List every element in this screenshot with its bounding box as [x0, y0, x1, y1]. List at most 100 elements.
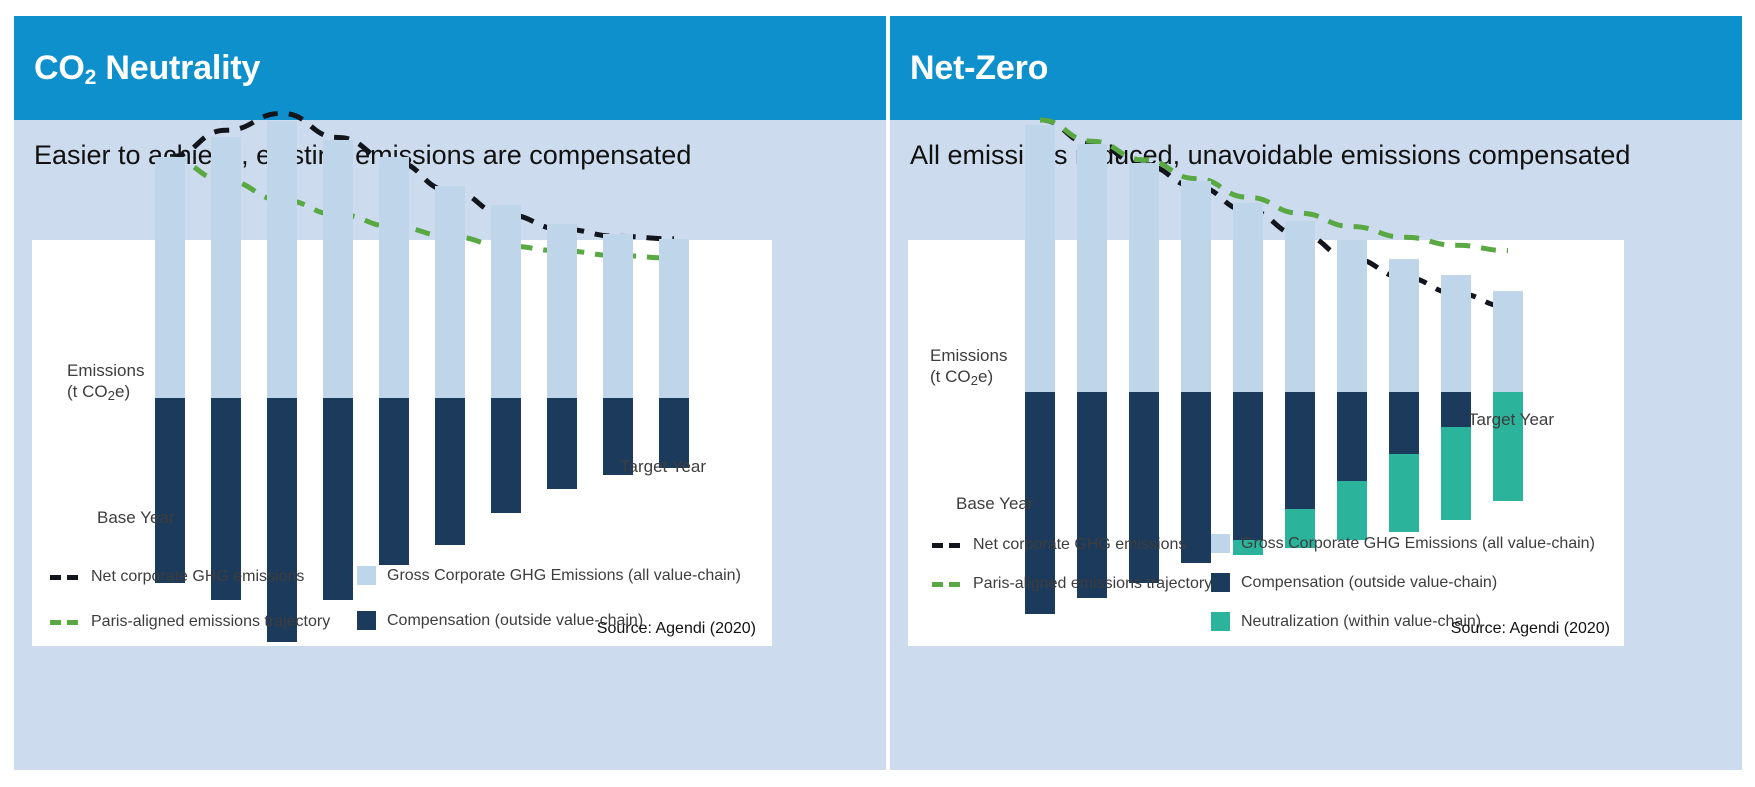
chart-bar: [378, 156, 410, 566]
source-note-right: Source: Agendi (2020): [1450, 620, 1610, 637]
legend-label-compensation: Compensation (outside value-chain): [1241, 573, 1498, 591]
chart-bar: [1389, 258, 1419, 532]
bar-segment-neutralization: [1493, 391, 1523, 501]
legend-item-net-line[interactable]: Net corporate GHG emissions: [50, 568, 304, 586]
chart-bar: [266, 120, 298, 643]
bar-segment-compensation: [1285, 392, 1315, 509]
chart-bar: [210, 137, 242, 601]
bar-segment-gross: [1441, 274, 1471, 392]
y-axis-label-left: Emissions (t CO2e): [67, 360, 144, 403]
title-subscript: 2: [84, 65, 97, 89]
bar-segment-gross: [1337, 239, 1367, 392]
chart-bar: [1441, 274, 1471, 521]
bar-segment-compensation: [1389, 391, 1419, 455]
dashed-line-black-icon: [932, 542, 962, 548]
bar-segment-neutralization: [1285, 508, 1315, 548]
chart-bar: [434, 185, 466, 545]
paris-trajectory-trend-line: [1039, 117, 1509, 254]
y-axis-label-line2: (t CO2e): [67, 381, 144, 402]
bar-segment-gross: [1077, 143, 1107, 392]
bar-segment-compensation: [154, 398, 186, 583]
chart-bar: [1181, 181, 1211, 564]
title-main-text: CO: [34, 49, 85, 87]
legend-item-neutralization[interactable]: Neutralization (within value-chain): [1211, 612, 1481, 631]
bar-segment-neutralization: [1389, 454, 1419, 532]
panel-description-co2-neutrality: Easier to achieve, existing emissions ar…: [34, 140, 692, 170]
dashed-line-green-icon: [932, 581, 962, 587]
bar-segment-compensation: [434, 398, 466, 545]
plot-area-co2-neutrality: [142, 110, 702, 643]
swatch-compensation-icon: [357, 611, 376, 630]
bar-segment-neutralization: [1233, 539, 1263, 556]
target-year-label-right: Target Year: [1468, 410, 1555, 429]
plot-area-net-zero: [1014, 117, 1534, 614]
legend-label-net-line: Net corporate GHG emissions: [91, 568, 305, 585]
swatch-compensation-icon: [1211, 573, 1230, 592]
bar-segment-gross: [658, 238, 690, 398]
panel-co2-neutrality: CO2 Neutrality Easier to achieve, existi…: [14, 16, 886, 770]
chart-bar: [1129, 162, 1159, 583]
bar-segment-compensation: [490, 398, 522, 514]
bar-segment-compensation: [1441, 391, 1471, 427]
chart-bar: [1285, 221, 1315, 548]
y-axis-unit-post: e): [977, 367, 994, 387]
legend-label-net-line: Net corporate GHG emissions: [973, 536, 1187, 553]
panel-description-net-zero: All emissions reduced, unavoidable emiss…: [890, 126, 1742, 173]
bar-segment-gross: [154, 156, 186, 398]
y-axis-unit-sub: 2: [107, 387, 115, 403]
legend-item-net-line[interactable]: Net corporate GHG emissions: [932, 536, 1186, 554]
bar-segment-gross: [602, 233, 634, 398]
chart-card-net-zero: Emissions (t CO2e) Base Year Target Year…: [908, 117, 1624, 646]
legend-item-paris-line[interactable]: Paris-aligned emissions trajectory: [50, 613, 330, 631]
bar-segment-gross: [266, 120, 298, 398]
chart-card-co2-neutrality: Emissions (t CO2e) Base Year Target Year…: [32, 110, 772, 646]
chart-bar: [546, 224, 578, 489]
legend-label-neutralization: Neutralization (within value-chain): [1241, 612, 1482, 630]
legend-item-compensation[interactable]: Compensation (outside value-chain): [357, 611, 643, 630]
legend-label-gross: Gross Corporate GHG Emissions (all value…: [387, 566, 741, 584]
bar-segment-compensation: [602, 398, 634, 475]
swatch-gross-icon: [357, 566, 376, 585]
swatch-gross-icon: [1211, 534, 1230, 553]
title-rest-text: Neutrality: [96, 49, 261, 87]
y-axis-label-right: Emissions (t CO2e): [930, 345, 1007, 388]
bar-segment-gross: [434, 185, 466, 398]
y-axis-label-line1: Emissions: [930, 346, 1008, 365]
bar-segment-gross: [1181, 181, 1211, 392]
chart-bar: [658, 238, 690, 468]
bar-segment-compensation: [1233, 392, 1263, 540]
legend-item-compensation[interactable]: Compensation (outside value-chain): [1211, 573, 1497, 592]
bar-segment-gross: [210, 137, 242, 398]
bar-segment-gross: [1025, 125, 1055, 392]
bar-segment-neutralization: [1337, 481, 1367, 540]
bar-segment-compensation: [1181, 392, 1211, 564]
source-note-left: Source: Agendi (2020): [596, 620, 756, 637]
bar-segment-compensation: [1077, 392, 1107, 599]
legend-item-gross[interactable]: Gross Corporate GHG Emissions (all value…: [1211, 534, 1595, 553]
bar-segment-compensation: [546, 398, 578, 489]
y-axis-unit-pre: (t CO: [67, 382, 108, 402]
legend-item-gross[interactable]: Gross Corporate GHG Emissions (all value…: [357, 566, 741, 585]
bar-segment-gross: [1493, 290, 1523, 392]
base-year-label-left: Base Year: [97, 508, 175, 527]
panel-net-zero: Net-Zero All emissions reduced, unavoida…: [890, 16, 1742, 770]
title-main-text: Net-Zero: [910, 49, 1049, 87]
bar-segment-gross: [1233, 202, 1263, 392]
swatch-neutralization-icon: [1211, 612, 1230, 631]
y-axis-label-line1: Emissions: [67, 361, 145, 380]
bar-segment-compensation: [210, 398, 242, 601]
trend-lines-net-zero: [1039, 117, 1509, 310]
chart-bar: [1025, 125, 1055, 614]
bar-segment-gross: [1129, 162, 1159, 392]
bar-segment-compensation: [322, 398, 354, 601]
net-emissions-trend-line: [169, 110, 675, 242]
legend-label-gross: Gross Corporate GHG Emissions (all value…: [1241, 534, 1595, 552]
net-emissions-trend-line: [1039, 117, 1509, 310]
paris-trajectory-trend-line: [169, 156, 675, 261]
bar-segment-gross: [546, 224, 578, 398]
legend-label-paris-line: Paris-aligned emissions trajectory: [973, 575, 1213, 592]
chart-bar: [322, 139, 354, 601]
legend-item-paris-line[interactable]: Paris-aligned emissions trajectory: [932, 575, 1212, 593]
chart-bar: [1077, 143, 1107, 599]
chart-bar: [1493, 290, 1523, 501]
